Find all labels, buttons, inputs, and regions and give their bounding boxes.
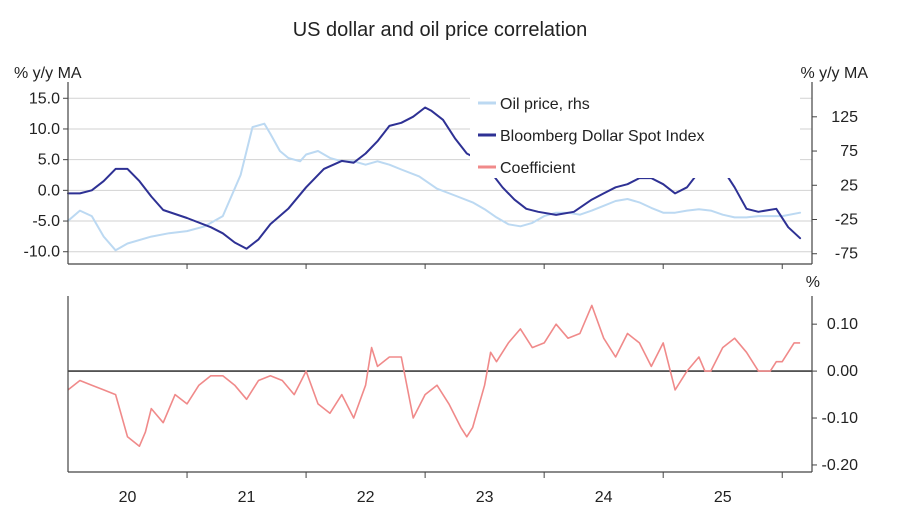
bottom-tick-label: -0.20 — [822, 457, 859, 474]
bottom-tick-label: -0.10 — [822, 410, 859, 427]
top-left-unit-label: % y/y MA — [14, 65, 82, 82]
top-left-tick-label: -10.0 — [24, 244, 61, 261]
top-right-axis: 125 75 25 -25 -75 — [812, 109, 858, 263]
bottom-unit-label: % — [806, 274, 820, 291]
legend-label: Oil price, rhs — [500, 96, 590, 113]
top-left-axis: 15.0 10.0 5.0 0.0 -5.0 -10.0 — [24, 90, 68, 261]
dollar-index-line — [67, 106, 802, 250]
legend-label: Coefficient — [500, 160, 576, 177]
x-tick-label: 22 — [357, 489, 375, 506]
top-left-tick-label: 15.0 — [29, 90, 60, 107]
top-right-unit-label: % y/y MA — [800, 65, 868, 82]
bottom-series-group — [67, 304, 812, 448]
top-right-tick-label: 125 — [831, 109, 858, 126]
top-series-group — [67, 106, 802, 252]
x-axis-labels: 20 21 22 23 24 25 — [119, 264, 783, 506]
top-right-tick-label: 75 — [840, 143, 858, 160]
bottom-panel: % 0.10 0.00 -0.10 -0.20 — [67, 274, 858, 474]
bottom-right-axis: 0.10 0.00 -0.10 -0.20 — [812, 316, 858, 474]
top-right-tick-label: -25 — [835, 212, 858, 229]
top-left-tick-label: 0.0 — [38, 182, 60, 199]
top-left-tick-label: -5.0 — [32, 213, 60, 230]
legend: Oil price, rhs Bloomberg Dollar Spot Inde… — [478, 96, 705, 177]
coefficient-line — [67, 304, 801, 448]
top-left-tick-label: 10.0 — [29, 121, 60, 138]
top-panel: % y/y MA % y/y MA 15.0 10.0 5.0 0.0 -5.0 -10.… — [14, 65, 868, 263]
axes-frame — [67, 82, 813, 473]
oil-price-line — [67, 122, 802, 252]
chart-title: US dollar and oil price correlation — [293, 19, 588, 41]
x-tick-label: 24 — [595, 489, 613, 506]
x-tick-label: 25 — [714, 489, 732, 506]
top-right-tick-label: -75 — [835, 246, 858, 263]
top-left-tick-label: 5.0 — [38, 152, 60, 169]
legend-label: Bloomberg Dollar Spot Index — [500, 128, 705, 145]
bottom-tick-label: 0.10 — [827, 316, 858, 333]
bottom-tick-label: 0.00 — [827, 363, 858, 380]
x-tick-label: 21 — [238, 489, 256, 506]
top-right-tick-label: 25 — [840, 177, 858, 194]
x-tick-label: 20 — [119, 489, 137, 506]
legend-backdrop — [470, 90, 800, 178]
x-tick-label: 23 — [476, 489, 494, 506]
